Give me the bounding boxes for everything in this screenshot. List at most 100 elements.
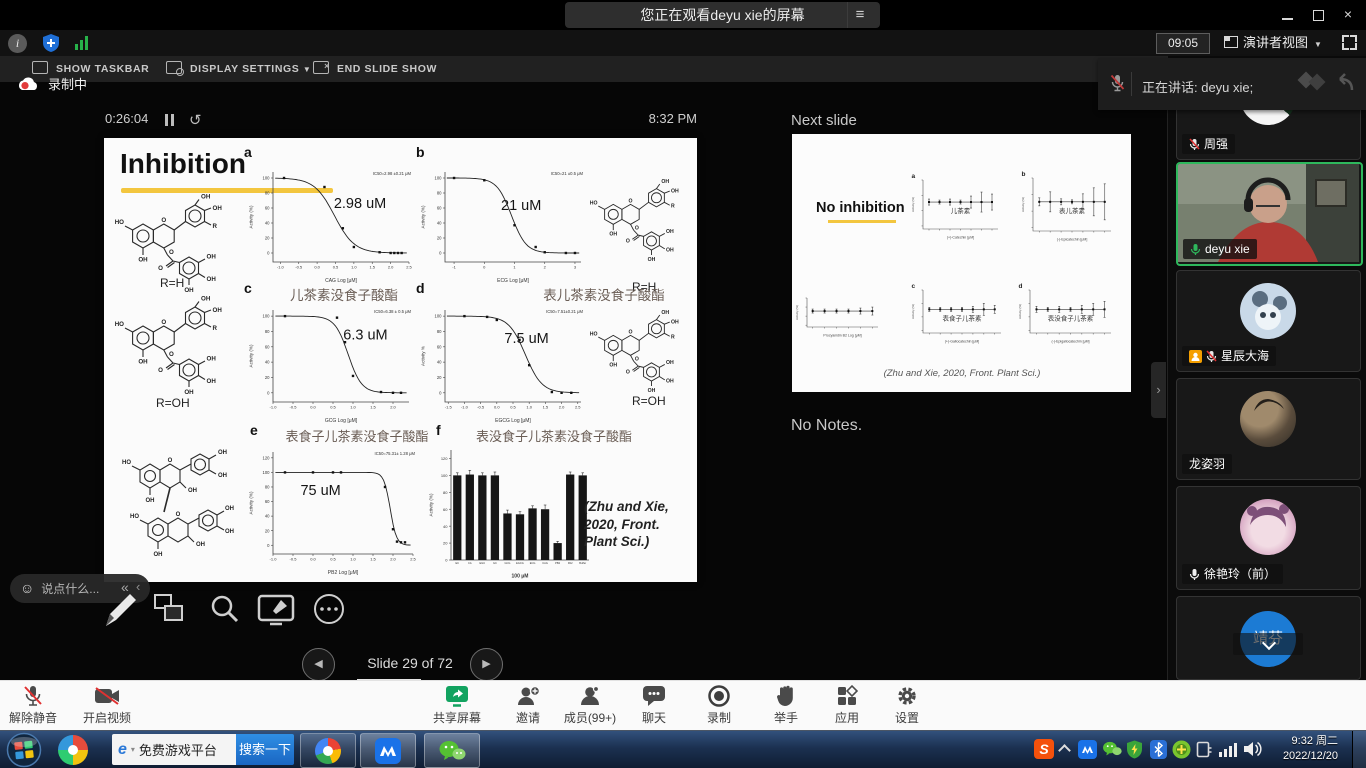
tray-meeting-icon[interactable] <box>1078 740 1097 759</box>
svg-text:-1.0: -1.0 <box>461 405 469 410</box>
start-button[interactable] <box>6 732 42 768</box>
search-text[interactable]: 免费游戏平台 <box>138 743 217 758</box>
view-mode-button[interactable]: 演讲者视图 ▼ <box>1224 32 1322 54</box>
app-wechat-button[interactable] <box>424 733 480 768</box>
record-button[interactable]: 录制 <box>687 684 751 726</box>
participant-tile-speaking[interactable]: deyu xie <box>1176 162 1363 266</box>
start-video-button[interactable]: 开启视频 <box>75 684 139 726</box>
tray-clipboard-icon[interactable] <box>1196 740 1212 759</box>
ie-icon[interactable]: e <box>118 740 127 758</box>
svg-text:21 uM: 21 uM <box>501 198 541 214</box>
slide-sorter-icon[interactable] <box>152 592 186 626</box>
avatar <box>1240 499 1296 555</box>
tray-signal-icon[interactable] <box>1218 740 1238 758</box>
panel-letter-a: a <box>244 144 252 160</box>
pen-tool-icon[interactable] <box>96 586 142 632</box>
svg-text:0.0: 0.0 <box>494 405 500 410</box>
svg-text:-0.5: -0.5 <box>290 405 298 410</box>
slide-counter: Slide 29 of 72 <box>367 655 453 671</box>
pause-timer-icon[interactable] <box>165 114 177 126</box>
restart-timer-icon[interactable]: ↺ <box>189 112 202 129</box>
invite-button[interactable]: 邀请 <box>496 684 560 726</box>
end-slideshow-button[interactable]: END SLIDE SHOW <box>313 53 437 82</box>
members-button[interactable]: 成员(99+) <box>552 684 628 726</box>
avatar <box>1240 391 1296 447</box>
tray-clock[interactable]: 9:32 周二 2022/12/20 <box>1282 735 1338 762</box>
raise-hand-button[interactable]: 举手 <box>754 684 818 726</box>
info-icon[interactable]: i <box>8 34 27 53</box>
laser-pointer-icon[interactable] <box>256 592 296 628</box>
svg-text:GC: GC <box>493 561 497 565</box>
svg-text:Activity (%): Activity (%) <box>421 205 426 228</box>
dose-curve-d: 0 20 40 60 80 100 -1.5 -1.0 -0.5 0.0 0.5 1.0 1.5 2.0 2… <box>421 309 584 424</box>
collapse-panel-handle[interactable]: › <box>1151 362 1166 418</box>
banner-menu-icon[interactable]: ≡ <box>847 2 872 28</box>
collapse-chat-icon[interactable]: « <box>121 579 129 595</box>
app-360-icon[interactable] <box>58 735 88 765</box>
svg-text:-0.5: -0.5 <box>290 557 298 562</box>
apps-button[interactable]: 应用 <box>815 684 879 726</box>
settings-button[interactable]: 设置 <box>875 684 939 726</box>
close-button[interactable]: × <box>1343 6 1353 22</box>
tray-expand-icon[interactable] <box>1058 744 1071 757</box>
svg-text:1.0: 1.0 <box>526 405 532 410</box>
previous-slide-button[interactable]: ◀ <box>302 648 335 681</box>
participant-tile[interactable]: 星辰大海 <box>1176 270 1361 372</box>
tray-antivirus-icon[interactable] <box>1172 740 1191 759</box>
tray-bluetooth-icon[interactable] <box>1150 740 1167 759</box>
svg-text:2.0: 2.0 <box>559 405 565 410</box>
chat-input[interactable]: ☺ 说点什么... <box>10 574 150 603</box>
app-browser-button[interactable] <box>300 733 356 768</box>
smiley-icon[interactable]: ☺ <box>20 580 35 596</box>
app-meeting-button[interactable] <box>360 733 416 768</box>
taskbar-icon <box>32 61 48 74</box>
more-tools-icon[interactable] <box>312 592 346 626</box>
citation: (Zhu and Xie, 2020, Front. Plant Sci.) <box>584 499 669 550</box>
svg-text:-0.5: -0.5 <box>295 265 303 270</box>
zoom-tool-icon[interactable] <box>208 592 242 626</box>
taskbar-search-box[interactable]: e ▾ 免费游戏平台 <box>112 734 236 765</box>
tray-wechat-icon[interactable] <box>1102 740 1122 758</box>
svg-text:ECG Log [μM]: ECG Log [μM] <box>497 278 529 284</box>
show-desktop-button[interactable] <box>1352 731 1366 768</box>
svg-text:Activity (%): Activity (%) <box>911 304 915 319</box>
restore-button[interactable] <box>1306 7 1330 23</box>
minimize-button[interactable] <box>1276 7 1300 23</box>
svg-text:0: 0 <box>267 543 270 548</box>
display-settings-button[interactable]: DISPLAY SETTINGS ▼ <box>166 56 311 82</box>
svg-text:b: b <box>1022 171 1026 178</box>
scroll-more-strip[interactable] <box>1233 633 1303 655</box>
unmute-button[interactable]: 解除静音 <box>1 684 65 726</box>
participant-tile[interactable]: 龙姿羽 <box>1176 378 1361 480</box>
chevron-down-icon <box>1261 635 1277 651</box>
watching-banner[interactable]: 您正在观看deyu xie的屏幕 ≡ <box>565 2 880 28</box>
svg-text:20: 20 <box>437 236 442 241</box>
svg-text:20: 20 <box>265 236 270 241</box>
participant-tile[interactable]: 靖芬 <box>1176 596 1361 680</box>
svg-text:Activity %: Activity % <box>421 346 426 366</box>
flags-icon[interactable] <box>1294 70 1330 96</box>
participant-tile[interactable]: 徐艳玲（前） <box>1176 486 1361 590</box>
svg-text:0: 0 <box>267 251 270 256</box>
chat-icon <box>643 686 665 706</box>
flat-chart-gallocatechin: c 表食子儿茶素 (+)-Gallocatechin [μM] Activity (%… <box>911 283 1001 344</box>
reply-arrow-icon[interactable] <box>1332 70 1358 96</box>
participant-name-row: 徐艳玲（前） <box>1182 564 1284 584</box>
collapse-chat-icon2[interactable]: ‹ <box>136 579 141 594</box>
next-slide-thumbnail[interactable]: No inhibition a 儿茶素 (+)-Catechin [μM] Activ… <box>792 134 1131 392</box>
svg-text:120: 120 <box>263 455 271 460</box>
tray-volume-icon[interactable] <box>1243 740 1262 758</box>
chat-button[interactable]: 聊天 <box>622 684 686 726</box>
show-taskbar-button[interactable]: SHOW TASKBAR <box>32 56 149 82</box>
shield-plus-icon[interactable] <box>41 33 61 53</box>
fullscreen-icon[interactable] <box>1342 35 1357 50</box>
next-slide-button[interactable]: ▶ <box>470 648 503 681</box>
share-screen-button[interactable]: 共享屏幕 <box>425 684 489 726</box>
svg-text:(+)-Gallocatechin [μM]: (+)-Gallocatechin [μM] <box>945 340 980 344</box>
svg-text:0: 0 <box>445 558 448 563</box>
next-slide-citation: (Zhu and Xie, 2020, Front. Plant Sci.) <box>883 368 1041 379</box>
tray-sogou-icon[interactable]: S <box>1034 739 1054 759</box>
compound-title-f: 表没食子儿茶素没食子酸酯 <box>475 429 632 444</box>
tray-shield-icon[interactable] <box>1126 740 1143 759</box>
search-button[interactable]: 搜索一下 <box>236 734 294 765</box>
